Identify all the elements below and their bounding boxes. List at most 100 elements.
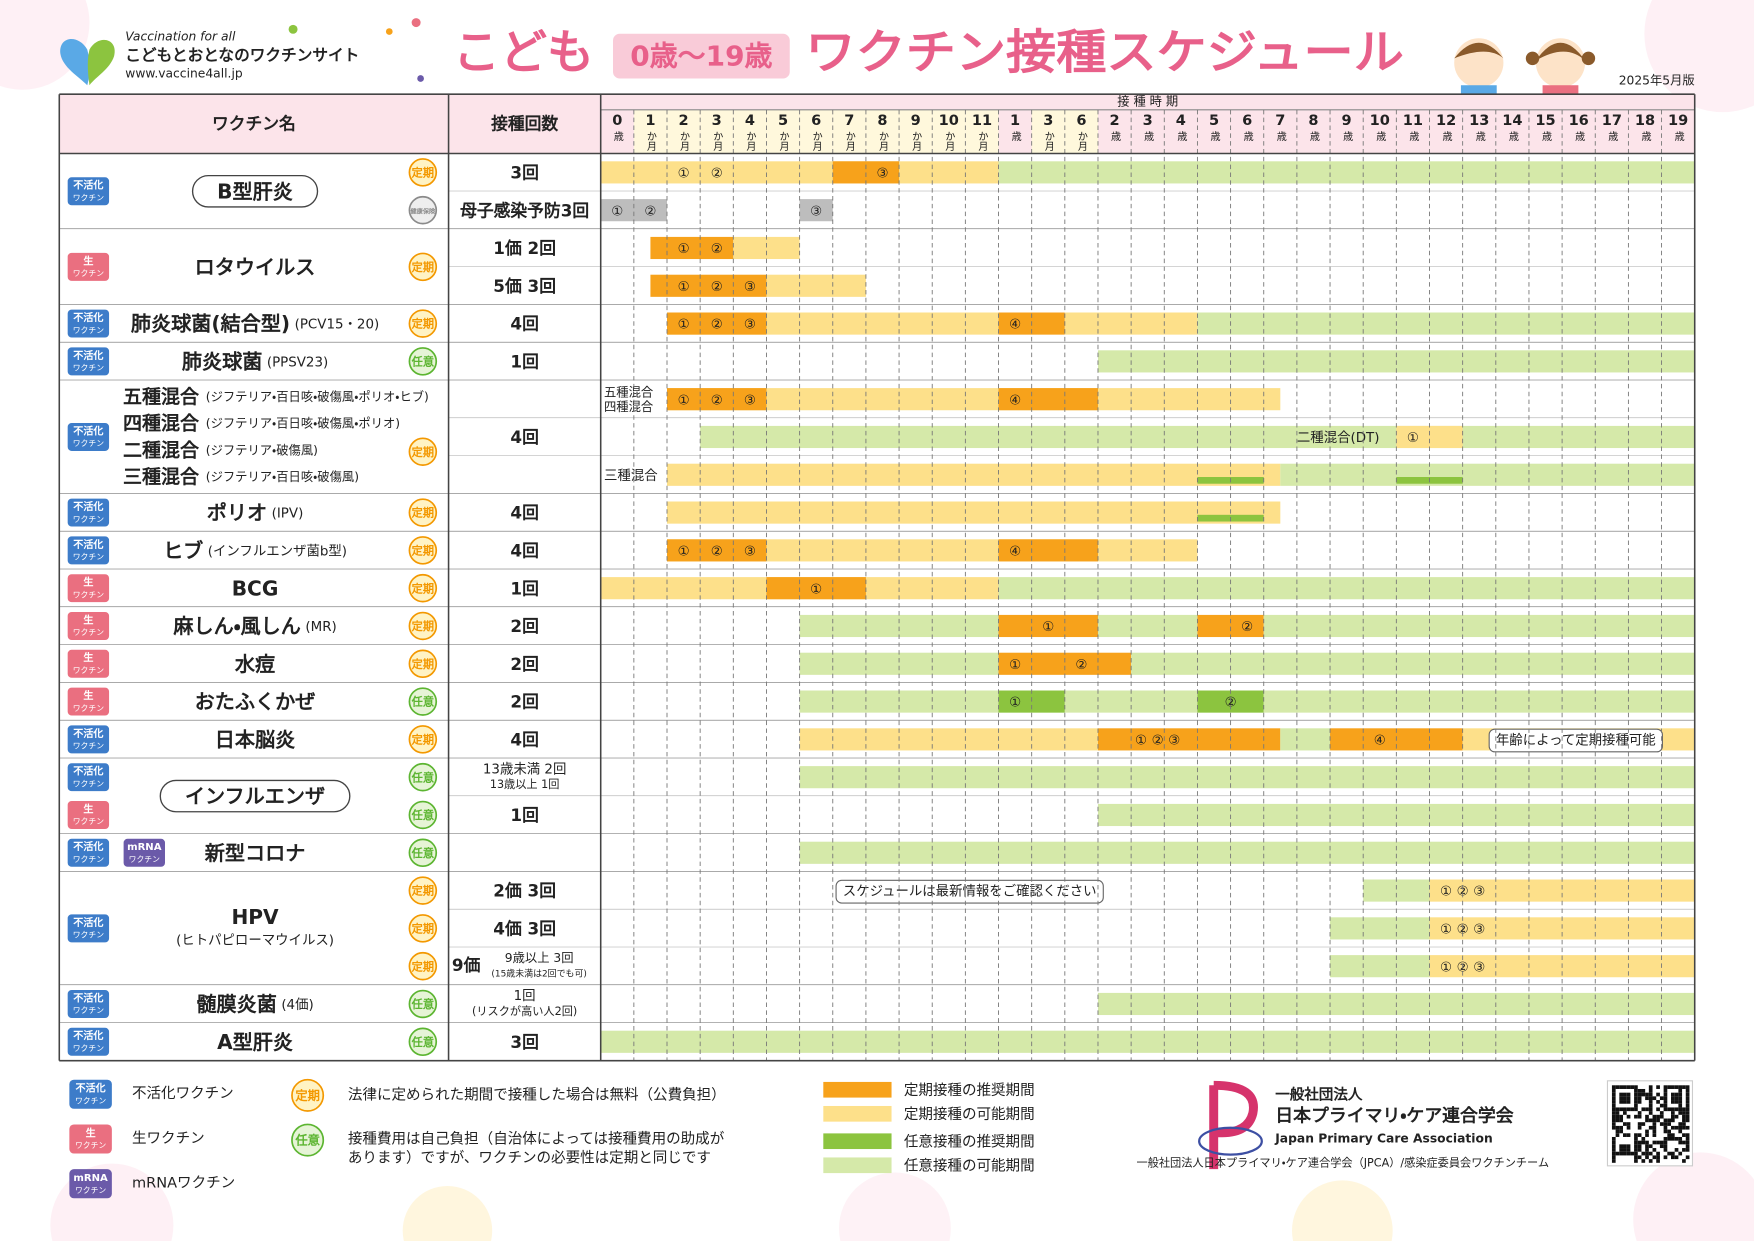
period-bar (1263, 614, 1695, 638)
qr-cell (1670, 1125, 1675, 1130)
badge-bottom: ワクチン (73, 628, 104, 637)
qr-cell (1619, 1092, 1624, 1097)
dose: 2回 (510, 654, 538, 674)
kind-badge (408, 951, 438, 981)
qr-cell (1611, 1140, 1616, 1145)
badge-bottom: ワクチン (73, 326, 104, 335)
qr-cell (1674, 1107, 1679, 1112)
dose: 4回 (510, 540, 538, 560)
dose-header: 接種回数 (491, 113, 558, 133)
dose-mark: ② (1225, 696, 1237, 711)
kind-label: 任意 (411, 354, 435, 368)
dose-mark: ② (711, 242, 723, 257)
bar-note: 四種混合 (604, 399, 653, 414)
legend-badge (69, 1079, 112, 1109)
vaccine-type-badge (66, 686, 111, 717)
qr-cell (1659, 1096, 1664, 1101)
legend-kind-text: あります）ですが、ワクチンの必要性は定期と同じです (348, 1150, 711, 1167)
qr-cell (1652, 1148, 1657, 1152)
column-number: 5 (778, 113, 788, 129)
qr-cell (1674, 1125, 1679, 1130)
qr-cell (1626, 1125, 1631, 1130)
qr-cell (1670, 1114, 1675, 1119)
kind-badge (408, 649, 438, 679)
qr-cell (1637, 1148, 1642, 1152)
period-bar (799, 728, 1098, 751)
column-unit: 歳 (1506, 131, 1518, 141)
qr-cell (1641, 1088, 1646, 1093)
vaccine-name: インフルエンザ (185, 784, 325, 808)
qr-cell (1615, 1118, 1620, 1123)
qr-cell (1648, 1159, 1653, 1163)
dose-mark: ③ (1473, 885, 1485, 900)
badge-top: mRNA (127, 842, 162, 853)
column-unit: 歳 (1341, 131, 1353, 141)
dose: 4回 (510, 314, 538, 334)
qr-cell (1634, 1092, 1638, 1097)
qr-cell (1634, 1144, 1638, 1149)
qr-cell (1619, 1151, 1624, 1156)
kind-badge (408, 347, 438, 376)
column-number: 16 (1569, 113, 1589, 129)
qr-cell (1645, 1092, 1649, 1097)
qr-cell (1667, 1151, 1671, 1156)
badge-top: 不活化 (73, 991, 103, 1004)
name-cell (59, 304, 449, 343)
name-sub: (PCV15・20) (295, 318, 380, 333)
qr-cell (1648, 1107, 1653, 1112)
qr-cell (1611, 1148, 1616, 1152)
period-bar (1429, 879, 1695, 902)
qr-cell (1678, 1100, 1683, 1104)
dose-mark: ① (678, 242, 690, 257)
dose: 9歳以上 3回 (505, 951, 574, 965)
vaccine-name: A型肝炎 (217, 1029, 293, 1053)
legend-swatch (823, 1081, 892, 1098)
dose: (15歳未満は2回でも可) (491, 968, 587, 980)
qr-cell (1652, 1118, 1657, 1123)
column-number: 14 (1502, 113, 1522, 129)
column-number: 13 (1469, 113, 1489, 129)
name-sub: (PPSV23) (267, 355, 328, 370)
qr-cell (1667, 1122, 1671, 1126)
period-bar (650, 274, 767, 297)
qr-cell (1648, 1085, 1653, 1089)
qr-cell (1667, 1118, 1671, 1123)
qr-cell (1670, 1111, 1675, 1115)
name-cell (59, 871, 449, 986)
column-unit: か月 (1042, 131, 1054, 152)
qr-cell (1611, 1151, 1616, 1156)
kind-badge (408, 1027, 438, 1057)
dose-mark: ④ (1009, 544, 1021, 559)
qr-cell (1678, 1111, 1683, 1115)
name: 麻しん・風しん (172, 614, 301, 638)
qr-cell (1637, 1111, 1642, 1115)
org-name: 日本プライマリ・ケア連合学会 (1275, 1105, 1514, 1127)
dose-mark: ② (1241, 620, 1253, 635)
vaccine-type-badge (66, 724, 111, 755)
qr-cell (1685, 1136, 1690, 1141)
header-cell-bg (799, 109, 833, 154)
kind-badge (408, 914, 438, 943)
period-bar (799, 199, 833, 222)
name-cell (59, 380, 449, 494)
qr-cell (1656, 1092, 1660, 1097)
name-cell (59, 493, 449, 532)
qr-cell (1678, 1125, 1683, 1130)
dose: 1回 (510, 805, 538, 825)
dose: (リスクが高い人2回) (472, 1004, 577, 1018)
qr-cell (1670, 1107, 1675, 1112)
kind-label: 定期 (412, 445, 434, 459)
qr-cell (1619, 1107, 1624, 1112)
column-number: 8 (877, 113, 887, 129)
qr-cell (1678, 1085, 1683, 1089)
qr-cell (1630, 1151, 1635, 1156)
qr-cell (1678, 1129, 1683, 1134)
qr-cell (1619, 1144, 1624, 1149)
qr-cell (1645, 1118, 1649, 1123)
qr-cell (1634, 1155, 1638, 1160)
qr-cell (1670, 1085, 1675, 1089)
qr-cell (1670, 1151, 1675, 1156)
qr-cell (1623, 1111, 1627, 1115)
name-sub: (インフルエンザ菌b型) (208, 543, 347, 559)
